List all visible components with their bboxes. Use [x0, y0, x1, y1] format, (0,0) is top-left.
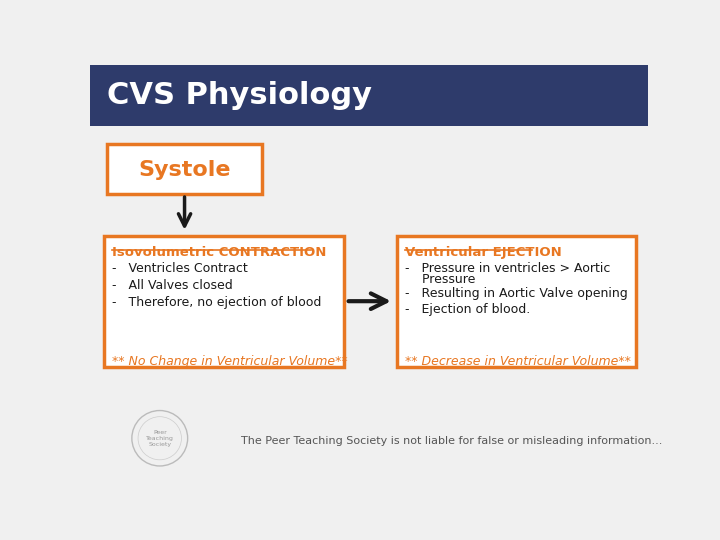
Text: Isovolumetric CONTRACTION: Isovolumetric CONTRACTION: [112, 246, 326, 259]
Text: The Peer Teaching Society is not liable for false or misleading information...: The Peer Teaching Society is not liable …: [241, 436, 662, 446]
Text: -   Ejection of blood.: - Ejection of blood.: [405, 303, 530, 316]
Text: -   Pressure in ventricles > Aortic: - Pressure in ventricles > Aortic: [405, 262, 610, 275]
FancyBboxPatch shape: [397, 236, 636, 367]
Text: -   Ventricles Contract: - Ventricles Contract: [112, 262, 248, 275]
Text: Peer
Teaching
Society: Peer Teaching Society: [146, 430, 174, 447]
FancyBboxPatch shape: [90, 65, 648, 126]
Text: CVS Physiology: CVS Physiology: [107, 81, 372, 110]
Text: -   All Valves closed: - All Valves closed: [112, 279, 233, 292]
Text: ** No Change in Ventricular Volume**: ** No Change in Ventricular Volume**: [112, 355, 347, 368]
Text: Pressure: Pressure: [414, 273, 475, 286]
Text: Ventricular EJECTION: Ventricular EJECTION: [405, 246, 562, 259]
FancyBboxPatch shape: [104, 236, 344, 367]
Text: -   Resulting in Aortic Valve opening: - Resulting in Aortic Valve opening: [405, 287, 627, 300]
Text: -   Therefore, no ejection of blood: - Therefore, no ejection of blood: [112, 296, 321, 309]
Text: ** Decrease in Ventricular Volume**: ** Decrease in Ventricular Volume**: [405, 355, 631, 368]
FancyBboxPatch shape: [107, 144, 262, 194]
Text: Systole: Systole: [138, 159, 231, 179]
